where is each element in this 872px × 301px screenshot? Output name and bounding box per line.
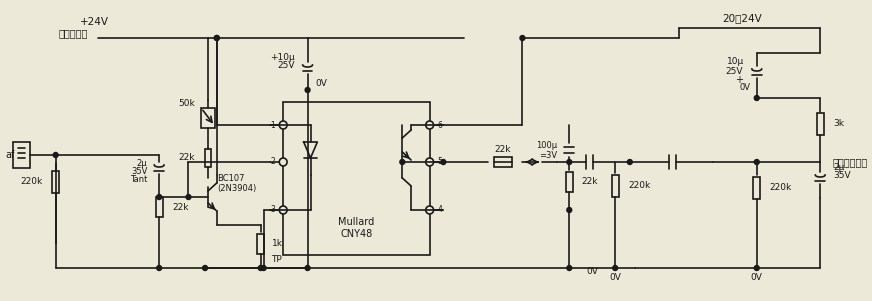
- Circle shape: [426, 158, 433, 166]
- Bar: [205, 149, 211, 167]
- Circle shape: [202, 265, 208, 271]
- Circle shape: [305, 88, 310, 92]
- Circle shape: [186, 194, 191, 200]
- Text: 22k: 22k: [494, 145, 511, 154]
- Bar: [494, 157, 512, 167]
- Circle shape: [754, 265, 760, 271]
- Text: 220k: 220k: [769, 184, 792, 193]
- Text: 2: 2: [270, 157, 276, 166]
- Text: 20～24V: 20～24V: [722, 13, 762, 23]
- Text: 25V: 25V: [277, 61, 295, 70]
- Circle shape: [157, 194, 161, 200]
- Text: 35V: 35V: [833, 172, 850, 181]
- Text: =3V: =3V: [540, 150, 557, 160]
- Text: Mullard
CNY48: Mullard CNY48: [338, 217, 375, 239]
- Text: 0V: 0V: [751, 272, 763, 281]
- Circle shape: [262, 265, 266, 271]
- Circle shape: [567, 207, 572, 213]
- Bar: [283, 102, 430, 255]
- Circle shape: [627, 160, 632, 165]
- Text: af: af: [6, 150, 15, 160]
- Circle shape: [215, 36, 219, 41]
- Text: 3: 3: [270, 206, 276, 215]
- Bar: [52, 171, 59, 193]
- Text: 6: 6: [438, 120, 442, 129]
- Circle shape: [157, 265, 161, 271]
- Circle shape: [754, 160, 760, 165]
- Text: 25V: 25V: [726, 67, 743, 76]
- Bar: [156, 197, 162, 217]
- Text: 0V: 0V: [740, 83, 751, 92]
- Text: 220k: 220k: [21, 178, 43, 187]
- Bar: [753, 177, 760, 199]
- Circle shape: [400, 160, 405, 165]
- Text: 50k: 50k: [179, 98, 195, 107]
- Text: 5: 5: [438, 157, 442, 166]
- Circle shape: [305, 265, 310, 271]
- Text: 0V: 0V: [586, 268, 597, 277]
- Circle shape: [520, 36, 525, 41]
- Text: Tant: Tant: [130, 175, 147, 184]
- Circle shape: [426, 206, 433, 214]
- Circle shape: [215, 36, 219, 41]
- Text: 100μ: 100μ: [536, 141, 557, 150]
- Circle shape: [279, 206, 287, 214]
- Circle shape: [441, 160, 446, 165]
- Text: 220k: 220k: [628, 182, 651, 191]
- Circle shape: [279, 121, 287, 129]
- Circle shape: [426, 121, 433, 129]
- Circle shape: [613, 265, 617, 271]
- Text: 来自调谐器: 来自调谐器: [58, 28, 88, 38]
- Bar: [612, 175, 618, 197]
- Text: 4: 4: [438, 206, 442, 215]
- Text: +10μ: +10μ: [270, 52, 295, 61]
- Circle shape: [258, 265, 263, 271]
- Circle shape: [279, 158, 287, 166]
- Circle shape: [567, 160, 572, 165]
- Text: 10μ: 10μ: [727, 57, 744, 67]
- Text: 22k: 22k: [179, 154, 195, 163]
- Circle shape: [53, 153, 58, 157]
- Circle shape: [754, 95, 760, 101]
- Text: +24V: +24V: [80, 17, 109, 27]
- Text: +: +: [735, 75, 743, 85]
- Text: 2μ: 2μ: [833, 163, 844, 172]
- Text: 3k: 3k: [833, 119, 844, 129]
- Circle shape: [567, 265, 572, 271]
- Text: 1: 1: [270, 120, 276, 129]
- Bar: [817, 113, 824, 135]
- Text: 0V: 0V: [316, 79, 327, 88]
- Text: 22k: 22k: [581, 178, 597, 187]
- Bar: [566, 172, 573, 192]
- Text: 0V: 0V: [610, 272, 621, 281]
- Text: 1k: 1k: [271, 240, 283, 249]
- Text: 22k: 22k: [173, 203, 189, 212]
- Text: BC107
(2N3904): BC107 (2N3904): [217, 174, 256, 194]
- Bar: [257, 234, 264, 254]
- Text: 35V: 35V: [131, 166, 147, 175]
- Text: TP: TP: [271, 255, 283, 263]
- Bar: [201, 108, 215, 128]
- Text: 2μ: 2μ: [137, 159, 147, 167]
- Text: 音频至预放器: 音频至预放器: [833, 157, 869, 167]
- Bar: [13, 142, 31, 168]
